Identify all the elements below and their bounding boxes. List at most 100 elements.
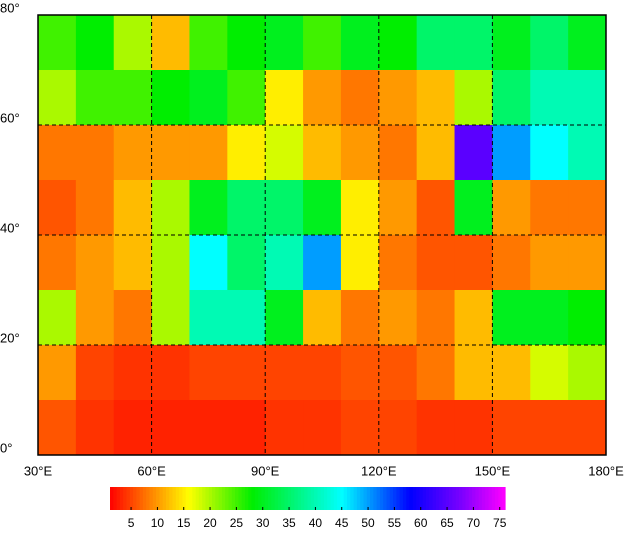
- colorbar-segment: [165, 487, 170, 510]
- colorbar-tick-label: 35: [282, 516, 296, 530]
- heat-cell: [265, 70, 304, 126]
- heat-cell: [454, 290, 493, 346]
- colorbar-segment: [356, 487, 361, 510]
- heat-cell: [416, 235, 456, 291]
- heat-cell: [378, 345, 418, 401]
- colorbar-segment: [189, 487, 193, 510]
- colorbar-segment: [340, 487, 345, 510]
- heat-cell: [303, 235, 342, 291]
- colorbar-segment: [152, 487, 157, 510]
- heat-cell: [75, 15, 115, 71]
- heat-cell: [151, 125, 190, 181]
- heat-cell: [416, 345, 456, 401]
- colorbar-tick-label: 75: [493, 516, 507, 530]
- colorbar-tick-label: 25: [230, 516, 244, 530]
- heat-cell: [416, 70, 456, 126]
- heat-cell: [113, 400, 153, 456]
- colorbar-segment: [195, 487, 200, 510]
- colorbar-segment: [330, 487, 335, 510]
- heat-cell: [378, 235, 418, 291]
- heat-cell: [340, 345, 380, 401]
- heat-cell: [113, 125, 153, 181]
- x-tick-label: 180°E: [588, 463, 624, 478]
- colorbar-segment: [442, 487, 447, 510]
- x-tick-label: 120°E: [361, 463, 397, 478]
- colorbar-segment: [360, 487, 365, 510]
- heat-cell: [265, 15, 304, 71]
- heat-cell: [151, 180, 190, 236]
- y-tick-label: 20°: [0, 330, 20, 345]
- colorbar-segment: [126, 487, 131, 510]
- colorbar-segment: [139, 487, 144, 510]
- heat-cell: [378, 400, 418, 456]
- heat-cell: [454, 235, 493, 291]
- colorbar-segment: [294, 487, 299, 510]
- colorbar-tick-label: 45: [335, 516, 349, 530]
- colorbar-segment: [261, 487, 266, 510]
- colorbar-segment: [251, 487, 256, 510]
- heat-cell: [227, 125, 266, 181]
- colorbar-segment: [498, 487, 503, 510]
- heat-cell: [113, 345, 153, 401]
- heat-cell: [265, 345, 304, 401]
- heat-cell: [530, 400, 569, 456]
- colorbar-segment: [149, 487, 154, 510]
- heat-cell: [151, 235, 190, 291]
- heat-cell: [416, 15, 456, 71]
- heat-cell: [378, 125, 418, 181]
- colorbar-segment: [455, 487, 460, 510]
- heat-cell: [265, 400, 304, 456]
- colorbar-segment: [274, 487, 279, 510]
- colorbar-segment: [399, 487, 404, 510]
- heat-cell: [530, 70, 569, 126]
- colorbar-segment: [488, 487, 493, 510]
- colorbar-segment: [386, 487, 391, 510]
- heat-cell: [303, 70, 342, 126]
- colorbar-segment: [116, 487, 121, 510]
- colorbar-segment: [218, 487, 223, 510]
- colorbar-segment: [307, 487, 312, 510]
- heat-cell: [454, 400, 493, 456]
- colorbar-segment: [379, 487, 384, 510]
- heat-cell: [189, 345, 228, 401]
- colorbar-segment: [439, 487, 444, 510]
- heat-cell: [265, 290, 304, 346]
- colorbar-segment: [416, 487, 421, 510]
- y-tick-label: 80°: [0, 0, 20, 15]
- heat-cell: [227, 345, 266, 401]
- heat-cell: [340, 15, 380, 71]
- colorbar-segment: [426, 487, 430, 510]
- colorbar-segment: [123, 487, 128, 510]
- heat-cell: [151, 15, 190, 71]
- colorbar-segment: [129, 487, 134, 510]
- heat-cell: [38, 290, 77, 346]
- heat-cell: [75, 345, 115, 401]
- colorbar-segment: [389, 487, 394, 510]
- heat-cell: [113, 15, 153, 71]
- colorbar-tick-label: 20: [203, 516, 217, 530]
- heat-cell: [416, 125, 456, 181]
- colorbar-segment: [373, 487, 378, 510]
- colorbar-tick-label: 30: [256, 516, 270, 530]
- colorbar-segment: [146, 487, 151, 510]
- colorbar-segment: [501, 487, 506, 510]
- heat-cell: [568, 15, 607, 71]
- colorbar-segment: [172, 487, 177, 510]
- colorbar-segment: [320, 487, 325, 510]
- colorbar-segment: [169, 487, 174, 510]
- heat-cell: [568, 235, 607, 291]
- colorbar-segment: [225, 487, 230, 510]
- colorbar-segment: [419, 487, 424, 510]
- colorbar-segment: [366, 487, 371, 510]
- colorbar-segment: [258, 487, 263, 510]
- colorbar-segment: [409, 487, 414, 510]
- colorbar-segment: [185, 487, 190, 510]
- colorbar-segment: [291, 487, 295, 510]
- colorbar-tick-label: 40: [309, 516, 323, 530]
- heat-cell: [303, 290, 342, 346]
- heat-cell: [568, 400, 607, 456]
- colorbar-segment: [370, 487, 374, 510]
- colorbar-segment: [314, 487, 318, 510]
- heat-cell: [568, 70, 607, 126]
